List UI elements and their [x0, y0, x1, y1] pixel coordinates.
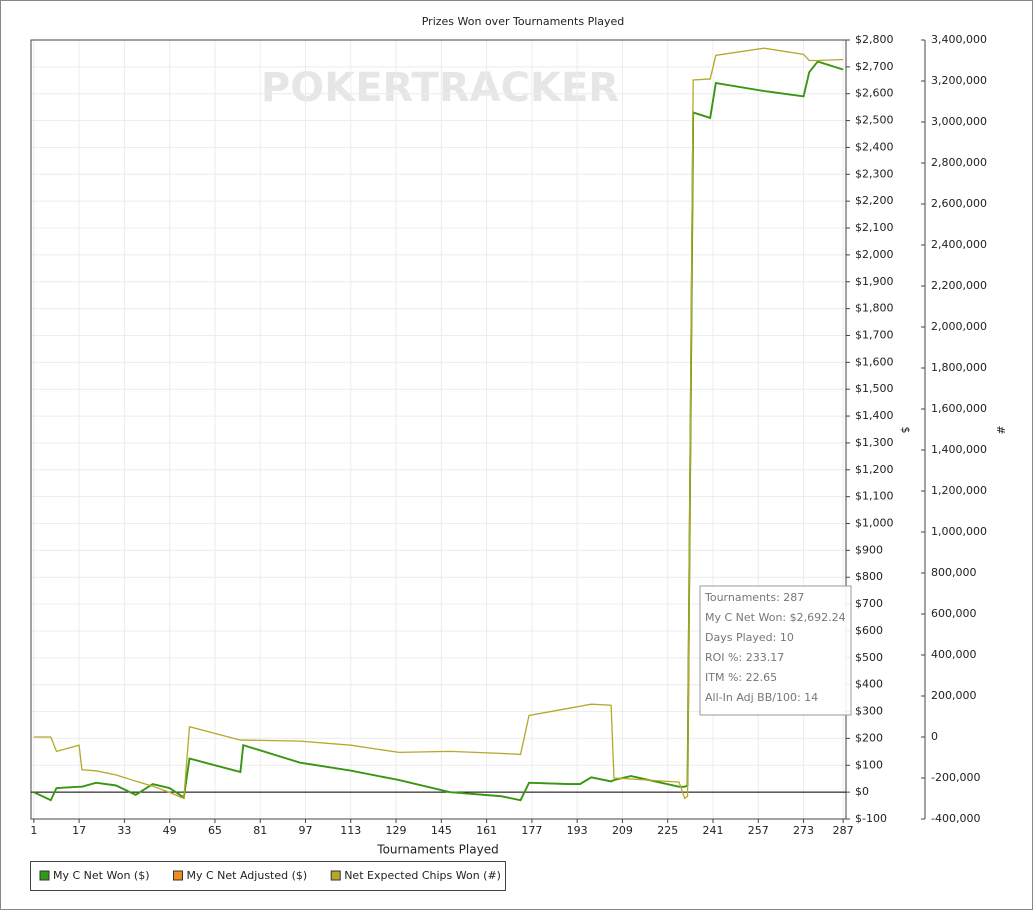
y2-tick-label: 0: [931, 730, 938, 743]
y-tick-label: $2,400: [855, 140, 894, 153]
x-tick-label: 145: [431, 824, 452, 837]
y2-tick-label: 2,800,000: [931, 156, 987, 169]
y2-tick-label: 2,400,000: [931, 238, 987, 251]
tooltip-text: Tournaments: 287: [704, 591, 804, 604]
x-tick-label: 17: [72, 824, 86, 837]
y2-tick-label: -200,000: [931, 771, 980, 784]
tooltip-text: My C Net Won: $2,692.24: [705, 611, 846, 624]
legend-label: My C Net Won ($): [53, 869, 150, 882]
x-tick-label: 287: [833, 824, 854, 837]
y-tick-label: $500: [855, 651, 883, 664]
y-tick-label: $200: [855, 731, 883, 744]
y-tick-label: $2,200: [855, 194, 894, 207]
y-tick-label: $1,100: [855, 490, 894, 503]
y-tick-label: $1,200: [855, 463, 894, 476]
tooltip-box: [699, 585, 852, 716]
x-axis-title: Tournaments Played: [376, 843, 498, 857]
tooltip-text: Days Played: 10: [705, 631, 794, 644]
watermark: POKERTRACKER: [261, 65, 619, 111]
x-tick-label: 65: [208, 824, 222, 837]
y-tick-label: $1,900: [855, 275, 894, 288]
y2-tick-label: 400,000: [931, 648, 977, 661]
y2-tick-label: -400,000: [931, 812, 980, 825]
y-tick-label: $1,800: [855, 302, 894, 315]
legend-label: Net Expected Chips Won (#): [344, 869, 501, 882]
chart-title: Prizes Won over Tournaments Played: [422, 15, 625, 28]
y-tick-label: $400: [855, 678, 883, 691]
tooltip-text: ROI %: 233.17: [705, 651, 784, 664]
legend-box: [30, 861, 506, 891]
y-tick-label: $2,500: [855, 114, 894, 127]
y-tick-label: $1,600: [855, 355, 894, 368]
tooltip-text: ITM %: 22.65: [705, 671, 777, 684]
legend-swatch: [173, 870, 183, 881]
y-tick-label: $2,300: [855, 167, 894, 180]
legend-label: My C Net Adjusted ($): [187, 869, 308, 882]
y-tick-label: $2,000: [855, 248, 894, 261]
y-tick-label: $1,300: [855, 436, 894, 449]
x-tick-label: 209: [612, 824, 633, 837]
y2-tick-label: 3,000,000: [931, 115, 987, 128]
y2-tick-label: 3,200,000: [931, 74, 987, 87]
legend-swatch: [39, 870, 50, 881]
plot-area: [30, 39, 847, 820]
y-axis-title: $: [899, 427, 912, 434]
y-tick-label: $300: [855, 705, 883, 718]
x-tick-label: 225: [657, 824, 678, 837]
y-tick-label: $1,000: [855, 517, 894, 530]
y-tick-label: $700: [855, 597, 883, 610]
x-tick-label: 81: [253, 824, 267, 837]
x-tick-label: 33: [117, 824, 131, 837]
x-tick-label: 129: [386, 824, 407, 837]
x-tick-label: 241: [702, 824, 723, 837]
y-tick-label: $800: [855, 570, 883, 583]
y2-tick-label: 2,200,000: [931, 279, 987, 292]
y-tick-label: $1,400: [855, 409, 894, 422]
y2-tick-label: 1,600,000: [931, 402, 987, 415]
y-tick-label: $-100: [855, 812, 887, 825]
x-tick-label: 257: [748, 824, 769, 837]
y2-tick-label: 1,000,000: [931, 525, 987, 538]
x-tick-label: 1: [30, 824, 37, 837]
y-tick-label: $900: [855, 543, 883, 556]
y2-tick-label: 1,200,000: [931, 484, 987, 497]
y-tick-label: $600: [855, 624, 883, 637]
y-tick-label: $1,500: [855, 382, 894, 395]
x-tick-label: 161: [476, 824, 497, 837]
y-tick-label: $2,100: [855, 221, 894, 234]
y2-tick-label: 600,000: [931, 607, 977, 620]
legend-swatch: [330, 870, 341, 881]
y-tick-label: $0: [855, 785, 869, 798]
y2-tick-label: 1,800,000: [931, 361, 987, 374]
y2-tick-label: 1,400,000: [931, 443, 987, 456]
y2-axis-title: #: [994, 425, 1007, 434]
y-tick-label: $2,800: [855, 33, 894, 46]
y-tick-label: $1,700: [855, 328, 894, 341]
y-tick-label: $100: [855, 758, 883, 771]
series-line: [33, 47, 844, 800]
x-tick-label: 97: [298, 824, 312, 837]
x-tick-label: 49: [163, 824, 177, 837]
y-tick-label: $2,700: [855, 60, 894, 73]
series-line: [33, 60, 844, 802]
tooltip-text: All-In Adj BB/100: 14: [705, 691, 818, 704]
y-tick-label: $2,600: [855, 87, 894, 100]
y2-tick-label: 2,600,000: [931, 197, 987, 210]
y2-tick-label: 2,000,000: [931, 320, 987, 333]
x-tick-label: 113: [340, 824, 361, 837]
x-tick-label: 193: [567, 824, 588, 837]
y2-tick-label: 800,000: [931, 566, 977, 579]
x-tick-label: 177: [521, 824, 542, 837]
y2-tick-label: 3,400,000: [931, 33, 987, 46]
x-tick-label: 273: [793, 824, 814, 837]
y2-tick-label: 200,000: [931, 689, 977, 702]
